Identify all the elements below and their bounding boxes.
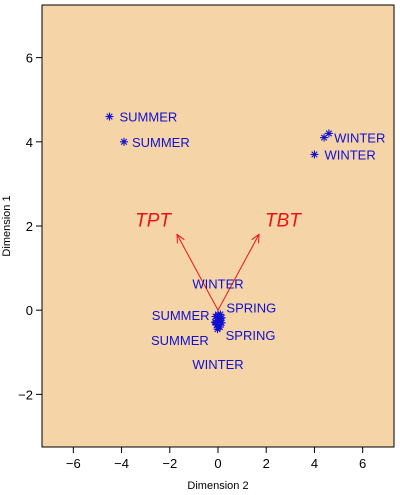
x-tick-label: 0 bbox=[214, 456, 221, 471]
point-label: SPRING bbox=[226, 301, 276, 316]
y-tick-label: 6 bbox=[26, 51, 33, 66]
arrow-line bbox=[176, 234, 219, 311]
point-marker bbox=[217, 313, 226, 322]
point-marker bbox=[320, 133, 329, 142]
arrow-label-tpt: TPT bbox=[135, 210, 172, 231]
point-label: WINTER bbox=[324, 147, 375, 162]
x-tick-label: −4 bbox=[114, 456, 129, 471]
point-marker bbox=[211, 317, 220, 326]
y-tick-label: 4 bbox=[26, 135, 33, 150]
point-label: SUMMER bbox=[120, 110, 178, 125]
point-marker bbox=[119, 137, 128, 146]
point-label: WINTER bbox=[192, 276, 243, 291]
arrow-label-tbt: TBT bbox=[265, 210, 302, 231]
point-label: SPRING bbox=[226, 328, 276, 343]
point-label: WINTER bbox=[192, 357, 243, 372]
point-label: WINTER bbox=[334, 131, 385, 146]
x-tick-label: 4 bbox=[311, 456, 318, 471]
point-label: SUMMER bbox=[151, 333, 209, 348]
plot-area bbox=[41, 4, 395, 448]
point-marker bbox=[216, 310, 225, 319]
y-tick-label: −2 bbox=[18, 387, 33, 402]
arrow-head bbox=[251, 233, 260, 244]
arrow-line bbox=[217, 234, 260, 311]
y-axis-label: Dimension 1 bbox=[1, 195, 13, 256]
x-axis-label: Dimension 2 bbox=[187, 480, 248, 492]
y-tick-label: 0 bbox=[26, 303, 33, 318]
point-label: SUMMER bbox=[152, 308, 210, 323]
point-marker bbox=[310, 150, 319, 159]
x-tick-label: 2 bbox=[263, 456, 270, 471]
y-tick-label: 2 bbox=[26, 219, 33, 234]
x-tick-label: −2 bbox=[162, 456, 177, 471]
point-label: SUMMER bbox=[132, 135, 190, 150]
arrow-head bbox=[176, 233, 185, 244]
axis-ticks: −6 −4 −2 0 2 4 6 −2 0 2 4 6 bbox=[18, 51, 366, 471]
arrow-layer: TPT TBT bbox=[135, 210, 302, 311]
x-tick-label: 6 bbox=[359, 456, 366, 471]
x-tick-label: −6 bbox=[66, 456, 81, 471]
point-marker bbox=[105, 112, 114, 121]
point-marker bbox=[213, 325, 222, 334]
point-marker bbox=[324, 129, 333, 138]
